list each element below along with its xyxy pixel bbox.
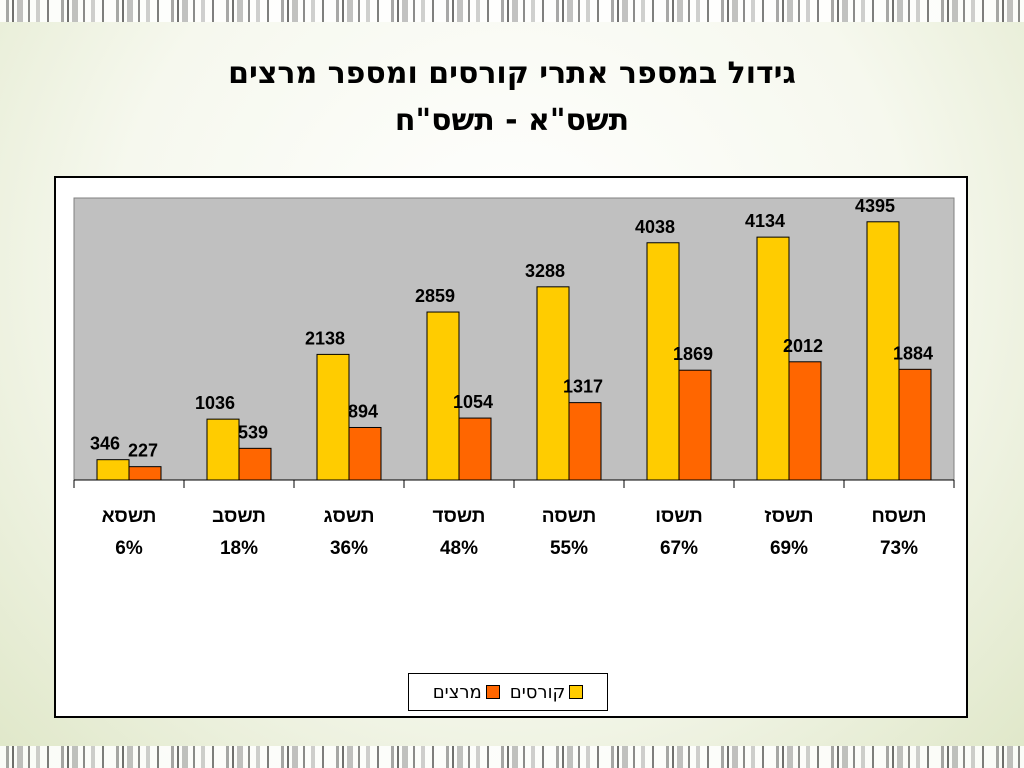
- bar-lecturers: [898, 368, 932, 481]
- data-label-lecturers: 227: [128, 441, 158, 461]
- bar-courses: [536, 286, 570, 481]
- decorative-bottom-strip: [0, 746, 1024, 768]
- bar-lecturers: [788, 361, 822, 481]
- legend-item-lecturers: מרצים: [433, 682, 500, 703]
- slide-title: גידול במספר אתרי קורסים ומספר מרצים: [228, 56, 796, 91]
- bar-courses: [316, 353, 350, 481]
- x-tick-percent: 18%: [220, 538, 258, 559]
- data-label-lecturers: 1054: [453, 392, 493, 412]
- bar-courses: [426, 311, 460, 481]
- chart-legend: קורסים מרצים: [408, 673, 608, 711]
- data-label-lecturers: 2012: [783, 336, 823, 356]
- x-tick-label: תשסה: [542, 506, 596, 527]
- x-tick-percent: 73%: [880, 538, 918, 559]
- bar-lecturers: [348, 426, 382, 481]
- x-tick-percent: 69%: [770, 538, 808, 559]
- data-label-courses: 1036: [195, 393, 235, 413]
- data-label-lecturers: 894: [348, 401, 378, 421]
- legend-swatch-lecturers: [485, 685, 500, 699]
- legend-swatch-courses: [569, 685, 584, 699]
- data-label-lecturers: 1869: [673, 344, 713, 364]
- bar-lecturers: [128, 466, 162, 481]
- data-label-courses: 2859: [415, 286, 455, 306]
- legend-label-lecturers: מרצים: [432, 681, 482, 703]
- x-tick-label: תשסג: [324, 506, 375, 527]
- x-tick-percent: 36%: [330, 538, 368, 559]
- data-label-courses: 3288: [525, 261, 565, 281]
- legend-label-courses: קורסים: [509, 681, 566, 703]
- decorative-top-strip: [0, 0, 1024, 22]
- x-tick-label: תשסב: [212, 506, 266, 527]
- x-tick-percent: 55%: [550, 538, 588, 559]
- bar-lecturers: [568, 402, 602, 481]
- data-label-courses: 346: [90, 434, 120, 454]
- bar-courses: [646, 242, 680, 481]
- data-label-lecturers: 1317: [563, 377, 603, 397]
- bar-lecturers: [458, 417, 492, 481]
- x-tick-label: תשסז: [764, 506, 813, 527]
- x-tick-label: תשסו: [655, 506, 703, 527]
- x-tick-label: תשסח: [872, 506, 927, 527]
- data-label-lecturers: 1884: [893, 343, 933, 363]
- x-tick-percent: 6%: [115, 538, 143, 559]
- bar-courses: [206, 418, 240, 481]
- x-tick-label: תשסד: [433, 506, 486, 527]
- bar-courses: [866, 221, 900, 481]
- data-label-courses: 4038: [635, 217, 675, 237]
- bar-lecturers: [678, 369, 712, 481]
- data-label-courses: 2138: [305, 328, 345, 348]
- bar-courses: [96, 459, 130, 481]
- x-tick-label: תשסא: [102, 506, 157, 527]
- legend-item-courses: קורסים: [510, 682, 584, 703]
- x-tick-percent: 67%: [660, 538, 698, 559]
- x-tick-percent: 48%: [440, 538, 478, 559]
- bar-courses: [756, 236, 790, 481]
- data-label-lecturers: 539: [238, 422, 268, 442]
- bar-lecturers: [238, 447, 272, 481]
- chart-container: 346 227 תשסא 6% 1036 539 תשסב 18% 2138 894 תשסג 36%…: [54, 176, 968, 718]
- data-label-courses: 4395: [855, 196, 895, 216]
- slide-subtitle: תשס"א - תשס"ח: [394, 103, 630, 138]
- data-label-courses: 4134: [745, 211, 785, 231]
